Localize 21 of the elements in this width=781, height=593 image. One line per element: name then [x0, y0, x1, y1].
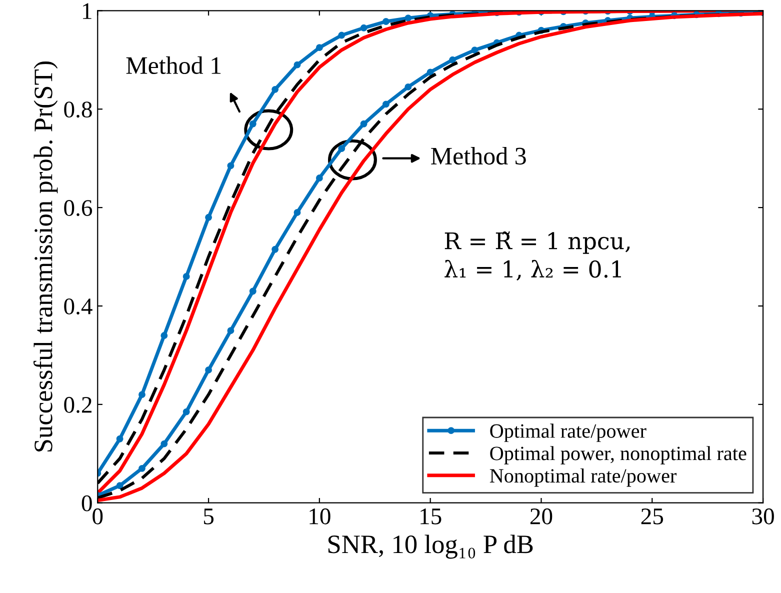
x-tick-label: 0	[92, 508, 103, 524]
y-axis-title: Successful transmission prob. Pr(ST)	[33, 61, 58, 452]
annotation: R = R̃ = 1 npcu, λ₁ = 1, λ₂ = 0.1	[444, 231, 630, 281]
y-tick-label: 0.2	[64, 396, 92, 413]
annotation: Method 3	[431, 146, 526, 165]
x-tick-label: 15	[420, 508, 442, 524]
legend-label: Nonoptimal rate/power	[490, 468, 677, 487]
x-tick-label: 20	[530, 508, 552, 524]
y-tick-label: 0.6	[64, 200, 92, 216]
x-tick-label: 5	[204, 508, 214, 524]
legend-label: Optimal rate/power	[490, 424, 646, 442]
y-tick-label: 1	[83, 3, 92, 19]
x-tick-label: 10	[310, 508, 330, 524]
x-tick-label: 30	[752, 508, 774, 524]
y-tick-label: 0.8	[64, 102, 92, 118]
legend-label: Optimal power, nonoptimal rate	[490, 446, 746, 464]
y-tick-label: 0.4	[64, 298, 92, 315]
x-tick-label: 25	[641, 508, 664, 524]
annotation: Method 1	[126, 56, 221, 74]
x-axis-title: SNR, 10 log₁₀ P dB	[328, 534, 533, 559]
y-tick-label: 0	[82, 495, 92, 512]
